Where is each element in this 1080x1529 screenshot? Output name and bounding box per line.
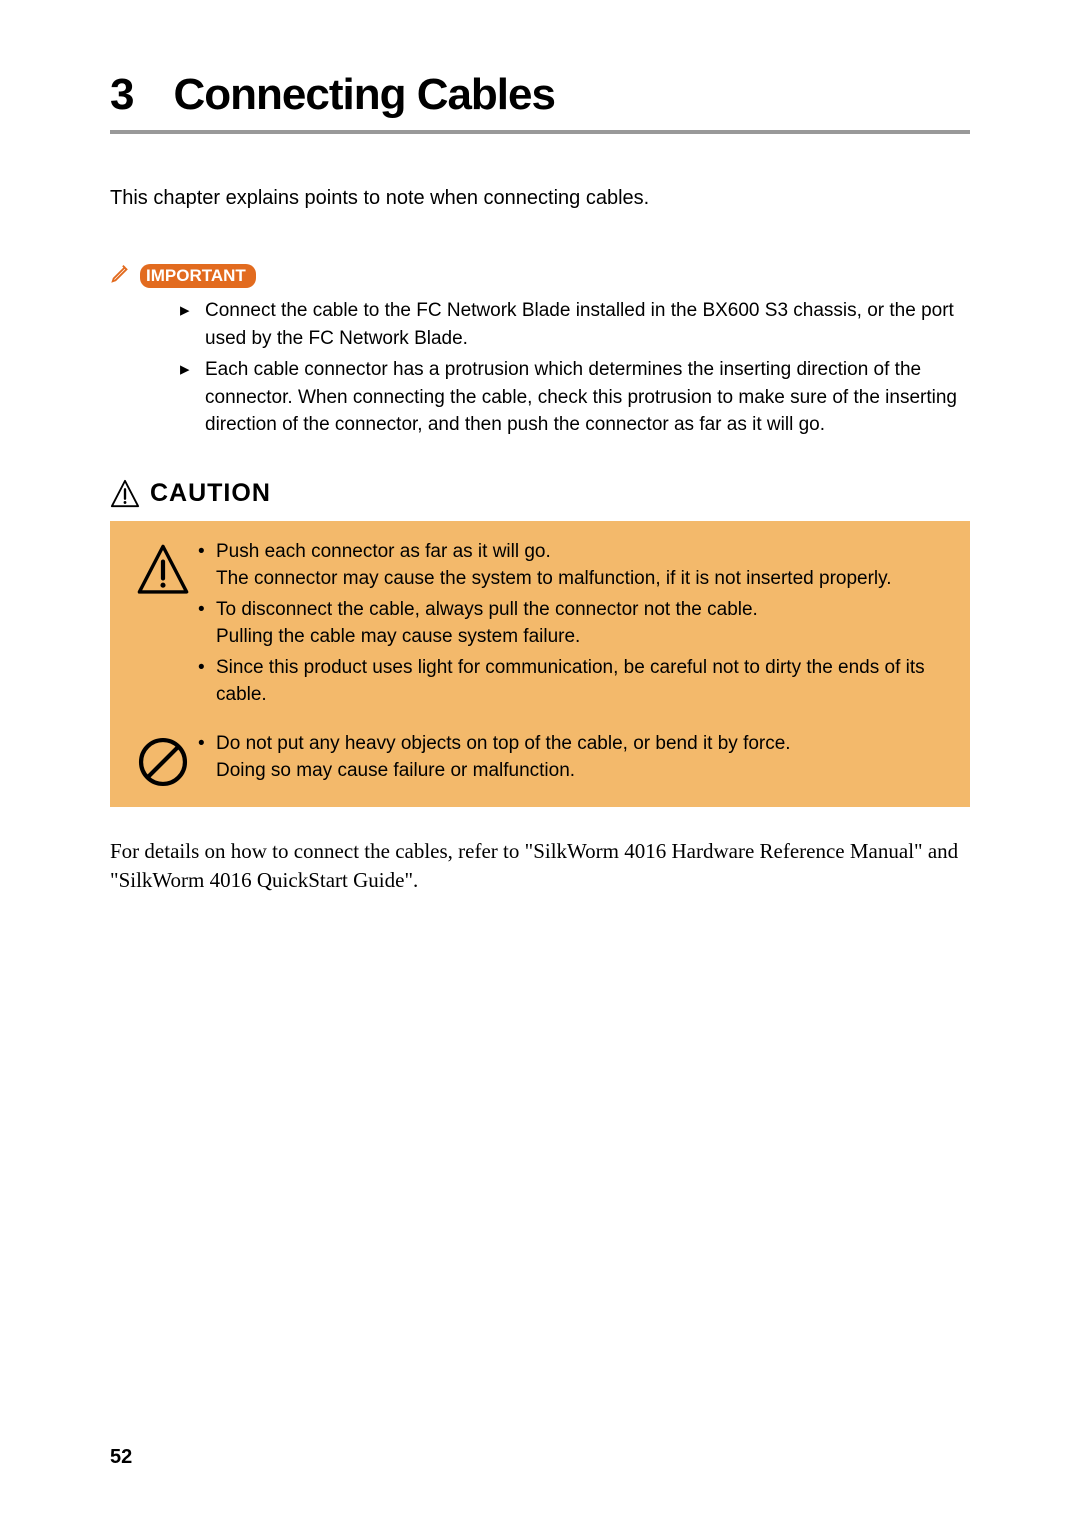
- warning-triangle-icon: [110, 479, 140, 509]
- caution-item: Do not put any heavy objects on top of t…: [198, 731, 952, 785]
- prohibit-icon: [128, 731, 198, 789]
- caution-item: Since this product uses light for commun…: [198, 655, 952, 709]
- important-item: Connect the cable to the FC Network Blad…: [180, 297, 970, 352]
- warning-triangle-icon: [128, 539, 198, 597]
- caution-header: CAUTION: [110, 479, 970, 509]
- chapter-number: 3: [110, 70, 133, 120]
- caution-item: To disconnect the cable, always pull the…: [198, 597, 952, 651]
- caution-list: Do not put any heavy objects on top of t…: [198, 731, 952, 789]
- important-badge-row: IMPORTANT: [110, 262, 970, 289]
- caution-row-prohibit: Do not put any heavy objects on top of t…: [128, 731, 952, 789]
- caution-heading: CAUTION: [150, 479, 271, 508]
- caution-box: Push each connector as far as it will go…: [110, 521, 970, 807]
- chapter-header: 3 Connecting Cables: [110, 70, 970, 134]
- caution-list: Push each connector as far as it will go…: [198, 539, 952, 713]
- caution-item: Push each connector as far as it will go…: [198, 539, 952, 593]
- important-list: Connect the cable to the FC Network Blad…: [180, 297, 970, 439]
- document-page: 3 Connecting Cables This chapter explain…: [0, 0, 1080, 1529]
- reference-paragraph: For details on how to connect the cables…: [110, 837, 970, 896]
- important-badge: IMPORTANT: [140, 264, 256, 288]
- pen-icon: [110, 262, 132, 289]
- caution-row-warning: Push each connector as far as it will go…: [128, 539, 952, 713]
- page-number: 52: [110, 1446, 132, 1469]
- chapter-title: Connecting Cables: [173, 70, 555, 120]
- intro-paragraph: This chapter explains points to note whe…: [110, 184, 970, 212]
- important-item: Each cable connector has a protrusion wh…: [180, 356, 970, 439]
